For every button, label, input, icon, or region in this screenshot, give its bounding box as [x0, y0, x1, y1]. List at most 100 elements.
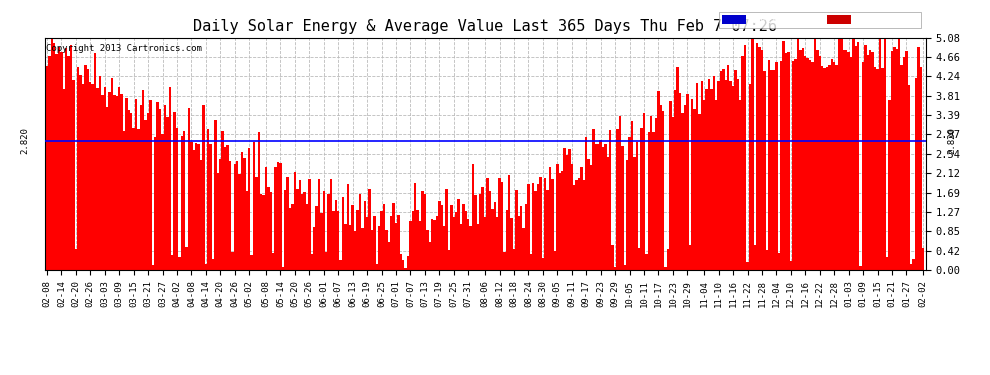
Bar	[380, 210, 383, 270]
Bar	[537, 184, 540, 270]
Bar	[154, 137, 156, 270]
Bar	[229, 160, 231, 270]
Bar	[525, 204, 528, 270]
Bar	[624, 265, 626, 270]
Bar	[727, 65, 730, 270]
Bar	[294, 172, 296, 270]
Bar	[171, 255, 173, 270]
Bar	[409, 220, 412, 270]
Bar	[756, 43, 758, 270]
Bar	[498, 178, 501, 270]
Bar	[241, 152, 244, 270]
Bar	[224, 147, 227, 270]
Bar	[718, 81, 720, 270]
Bar	[595, 144, 597, 270]
Bar	[125, 98, 128, 270]
Bar	[397, 214, 400, 270]
Bar	[573, 185, 575, 270]
Bar	[316, 206, 318, 270]
Bar	[363, 201, 366, 270]
Bar	[686, 94, 688, 270]
Bar	[802, 48, 804, 270]
Bar	[740, 100, 742, 270]
Bar	[631, 121, 634, 270]
Bar	[787, 52, 790, 270]
Bar	[96, 88, 99, 270]
Bar	[910, 264, 913, 270]
Bar	[645, 254, 647, 270]
Bar	[431, 219, 434, 270]
Bar	[342, 197, 345, 270]
Bar	[604, 144, 607, 270]
Bar	[104, 87, 106, 270]
Bar	[790, 261, 792, 270]
Bar	[462, 204, 464, 270]
Bar	[751, 38, 753, 270]
Bar	[262, 195, 265, 270]
Bar	[688, 245, 691, 270]
Bar	[434, 220, 436, 270]
Bar	[575, 180, 578, 270]
Bar	[366, 217, 368, 270]
Bar	[274, 168, 277, 270]
Bar	[886, 257, 888, 270]
Bar	[585, 137, 587, 270]
Bar	[205, 264, 207, 270]
Bar	[101, 95, 104, 270]
Bar	[807, 58, 809, 270]
Bar	[402, 260, 405, 270]
Bar	[291, 204, 294, 270]
Bar	[79, 75, 82, 270]
Bar	[869, 50, 871, 270]
Bar	[301, 195, 303, 270]
Bar	[65, 48, 67, 270]
Bar	[257, 132, 260, 270]
Bar	[546, 190, 548, 270]
Bar	[881, 68, 883, 270]
Bar	[905, 51, 908, 270]
Bar	[669, 101, 671, 270]
Bar	[234, 164, 236, 270]
Bar	[657, 91, 659, 270]
Bar	[472, 164, 474, 270]
Bar	[222, 131, 224, 270]
Bar	[168, 87, 171, 270]
Bar	[849, 57, 852, 270]
Bar	[847, 52, 849, 270]
Bar	[629, 137, 631, 270]
Bar	[735, 70, 737, 270]
Bar	[836, 65, 838, 270]
Bar	[392, 203, 395, 270]
Bar	[113, 95, 116, 270]
Bar	[176, 128, 178, 270]
Bar	[638, 248, 641, 270]
Bar	[920, 67, 922, 270]
Bar	[151, 265, 154, 270]
Bar	[121, 94, 123, 270]
Bar	[765, 251, 768, 270]
Bar	[723, 69, 725, 270]
Bar	[318, 179, 320, 270]
Bar	[634, 157, 636, 270]
Bar	[600, 140, 602, 270]
Bar	[133, 128, 135, 270]
Bar	[282, 267, 284, 270]
Bar	[854, 46, 857, 270]
Bar	[335, 200, 337, 270]
Bar	[621, 146, 624, 270]
Bar	[55, 54, 57, 270]
Bar	[713, 76, 715, 270]
Bar	[140, 105, 142, 270]
Bar	[265, 167, 267, 270]
Bar	[614, 267, 617, 270]
Bar	[138, 129, 140, 270]
Bar	[794, 58, 797, 270]
Bar	[705, 89, 708, 270]
Bar	[532, 183, 535, 270]
Bar	[715, 100, 718, 270]
Bar	[439, 201, 441, 270]
Bar	[548, 168, 551, 270]
Bar	[72, 80, 74, 270]
Bar	[457, 199, 459, 270]
Bar	[804, 56, 807, 270]
